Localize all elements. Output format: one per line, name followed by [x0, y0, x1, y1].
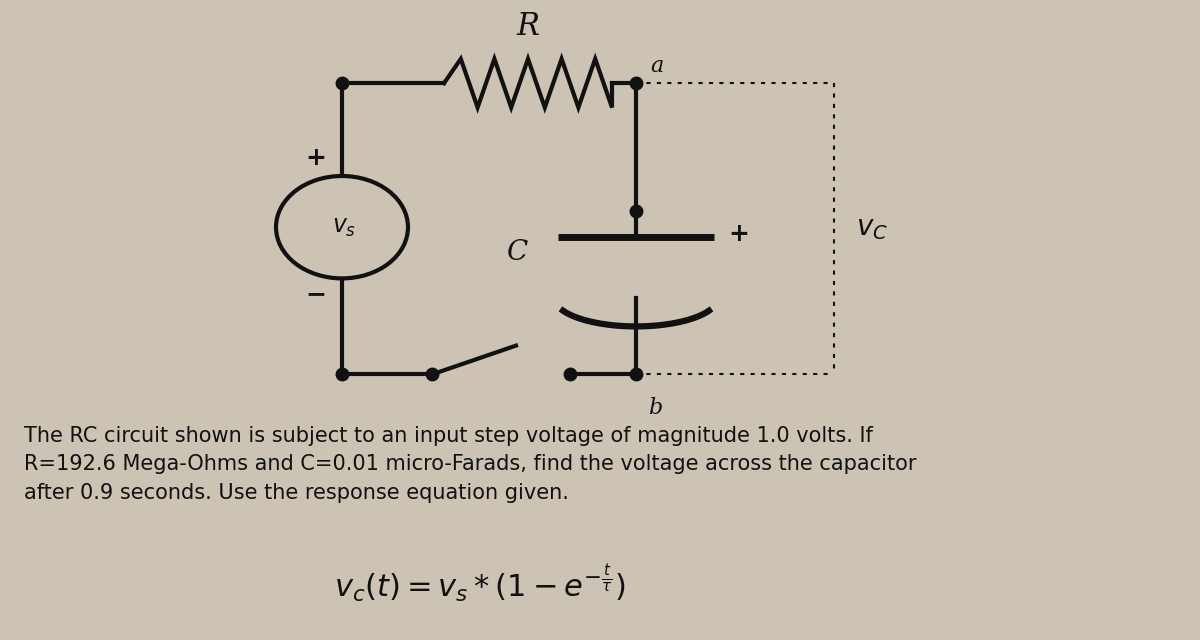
Text: +: +: [728, 221, 749, 246]
Text: $v_C$: $v_C$: [856, 215, 888, 243]
Text: $v_c(t) = v_s * (1 - e^{-\frac{t}{\tau}})$: $v_c(t) = v_s * (1 - e^{-\frac{t}{\tau}}…: [335, 563, 625, 605]
Text: b: b: [648, 397, 662, 419]
Text: +: +: [305, 146, 326, 170]
Text: $v_s$: $v_s$: [332, 216, 356, 239]
Text: a: a: [650, 55, 664, 77]
Text: C: C: [506, 239, 528, 266]
Text: R: R: [516, 11, 540, 42]
Text: −: −: [305, 282, 326, 307]
Text: The RC circuit shown is subject to an input step voltage of magnitude 1.0 volts.: The RC circuit shown is subject to an in…: [24, 426, 917, 503]
